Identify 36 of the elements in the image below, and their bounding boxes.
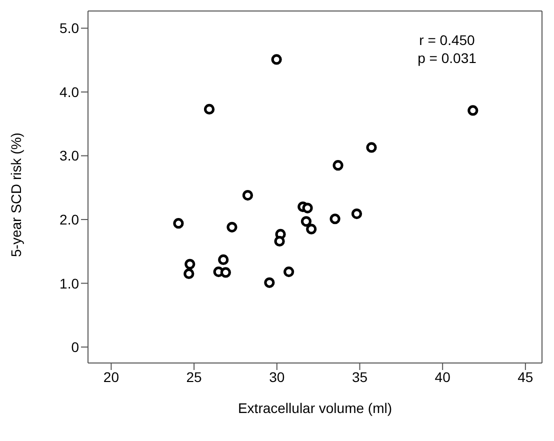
x-axis-title: Extracellular volume (ml) xyxy=(238,400,392,416)
annotation: r = 0.450 xyxy=(419,32,476,48)
point xyxy=(302,202,313,214)
x-tick-label: 20 xyxy=(103,368,120,385)
point xyxy=(204,104,215,115)
point xyxy=(300,216,312,227)
y-tick-label: 1.0 xyxy=(60,275,80,292)
y-axis-title: 5-year SCD risk (%) xyxy=(8,132,24,257)
y-tick-label: 5.0 xyxy=(60,20,80,36)
point xyxy=(271,54,282,65)
point xyxy=(274,236,285,247)
point xyxy=(218,254,229,265)
point xyxy=(332,160,344,171)
point xyxy=(220,267,231,278)
y-tick-label: 2.0 xyxy=(60,211,80,228)
point xyxy=(366,142,377,153)
x-tick-label: 40 xyxy=(434,368,451,385)
x-tick-label: 35 xyxy=(352,368,368,385)
point xyxy=(184,268,194,280)
annotation: p = 0.031 xyxy=(418,50,477,66)
y-tick-label: 3.0 xyxy=(60,148,80,164)
x-tick-label: 30 xyxy=(269,368,285,385)
point xyxy=(351,208,362,220)
y-tick-label: 0 xyxy=(71,339,80,356)
point xyxy=(284,266,294,278)
point xyxy=(226,222,238,232)
x-tick-label: 45 xyxy=(518,368,534,385)
point xyxy=(173,218,184,229)
point xyxy=(468,105,478,116)
point xyxy=(330,214,340,224)
y-tick-label: 4.0 xyxy=(60,84,80,100)
point xyxy=(242,190,254,201)
point xyxy=(184,258,196,270)
point xyxy=(306,224,317,234)
x-tick-label: 25 xyxy=(186,368,202,385)
point xyxy=(264,277,275,288)
